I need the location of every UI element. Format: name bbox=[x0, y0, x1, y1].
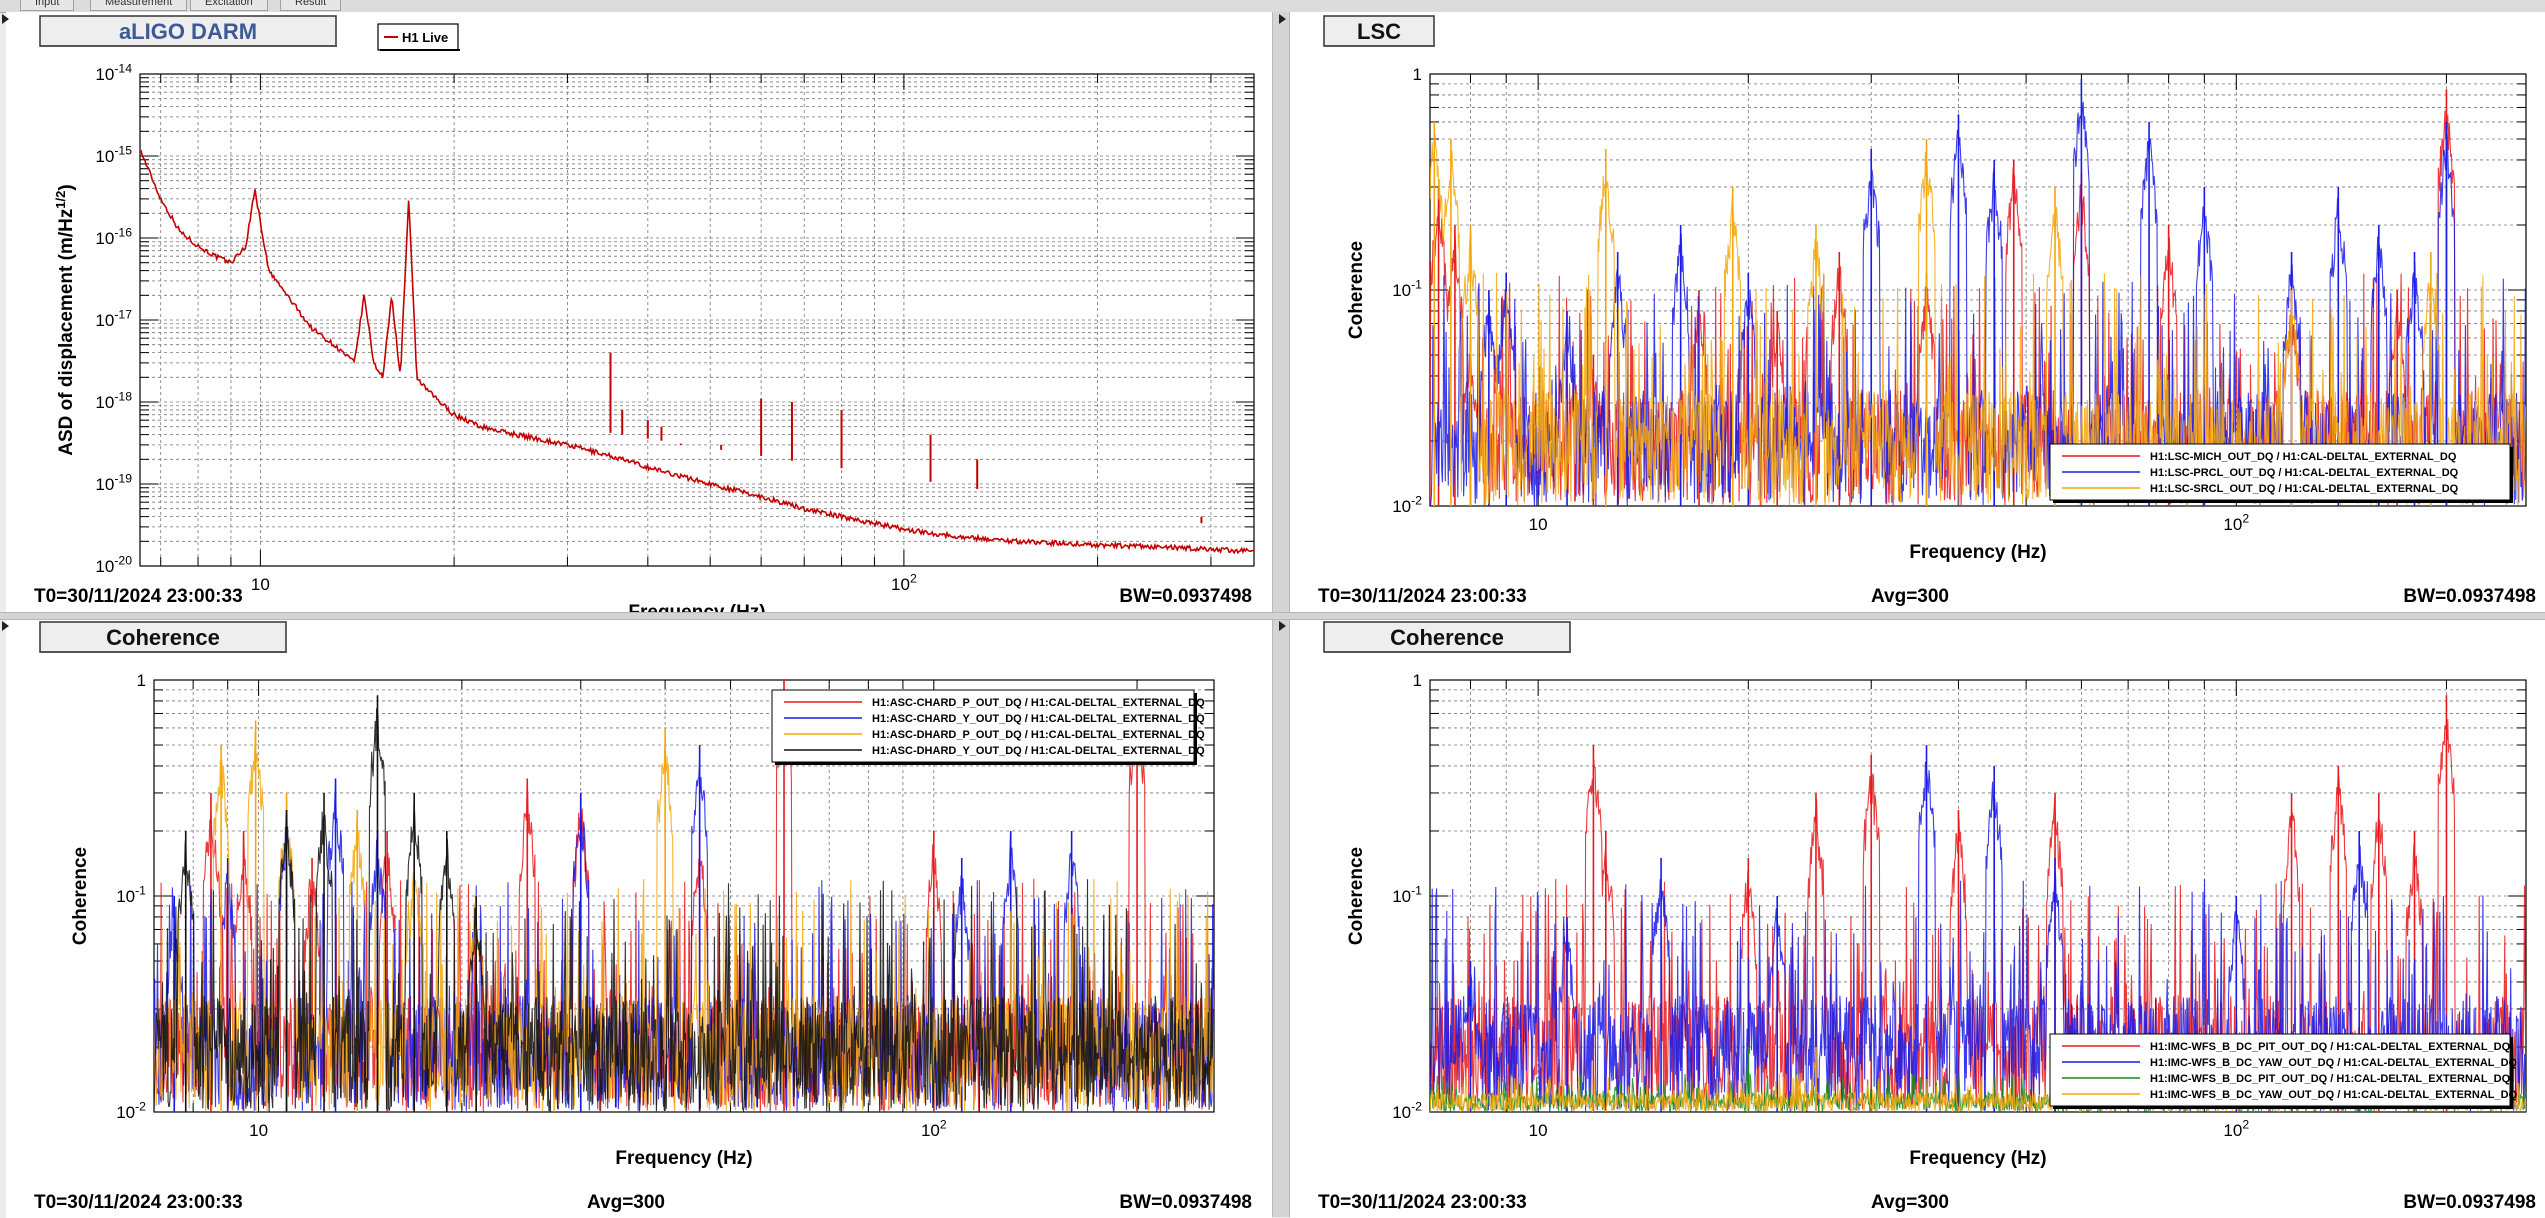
y-tick-label: 10-16 bbox=[95, 225, 132, 248]
y-tick-label: 1 bbox=[137, 671, 146, 690]
x-axis-label: Frequency (Hz) bbox=[615, 1148, 752, 1169]
y-tick-label: 10-14 bbox=[95, 61, 132, 84]
y-tick-label: 1 bbox=[1413, 671, 1422, 690]
panel-asc-coherence: Coherence 10 102 1 10-1 10-2 Frequency (Hz) Coh… bbox=[6, 618, 1272, 1218]
y-axis-label: Coherence bbox=[70, 847, 91, 945]
x-tick-label: 102 bbox=[921, 1117, 947, 1140]
series-line bbox=[140, 149, 1254, 555]
footer-t0: T0=30/11/2024 23:00:33 bbox=[1318, 1192, 1527, 1213]
y-tick-label: 10-17 bbox=[95, 307, 132, 330]
panel-arrow-icon[interactable] bbox=[1279, 14, 1286, 24]
chart-title: LSC bbox=[1357, 19, 1401, 44]
x-tick-label: 102 bbox=[2223, 1117, 2249, 1140]
tab-input[interactable]: Input bbox=[20, 0, 75, 11]
chart-title: Coherence bbox=[1390, 625, 1504, 650]
chart-svg: aLIGO DARM 10 102 10-14 10-15 10-16 10-17 10-18… bbox=[34, 15, 1255, 612]
x-axis-label: Frequency (Hz) bbox=[1909, 1148, 2046, 1169]
legend-item: H1:IMC-WFS_B_DC_YAW_OUT_DQ / H1:CAL-DELT… bbox=[2150, 1057, 2518, 1069]
legend-item: H1:ASC-DHARD_Y_OUT_DQ / H1:CAL-DELTAL_EX… bbox=[872, 745, 1205, 757]
legend: H1:IMC-WFS_B_DC_PIT_OUT_DQ / H1:CAL-DELT… bbox=[2049, 1033, 2518, 1109]
y-tick-label: 10-2 bbox=[1392, 493, 1422, 516]
data-group bbox=[140, 149, 1254, 555]
tab-result[interactable]: Result bbox=[280, 0, 342, 11]
y-axis-label: ASD of displacement (m/Hz1/2) bbox=[53, 184, 77, 455]
panel-lsc: LSC 10 102 1 10-1 10-2 Frequency (Hz) Coherence… bbox=[1290, 12, 2545, 612]
footer-t0: T0=30/11/2024 23:00:33 bbox=[1318, 586, 1527, 607]
panel-imc-coherence: Coherence 10 102 1 10-1 10-2 Frequency (Hz) Coh… bbox=[1290, 618, 2545, 1218]
y-axis-label: Coherence bbox=[1346, 847, 1367, 945]
legend-box bbox=[377, 23, 459, 51]
series-line bbox=[154, 708, 1214, 1112]
y-tick-label: 10-2 bbox=[1392, 1099, 1422, 1122]
title-box bbox=[1323, 621, 1571, 653]
series-line bbox=[1430, 761, 2526, 1112]
footer-avg: Avg=300 bbox=[587, 1192, 665, 1213]
plot-area bbox=[139, 73, 1255, 567]
y-tick-label: 10-18 bbox=[95, 389, 132, 412]
legend-item: H1 Live bbox=[402, 30, 448, 45]
x-axis-label: Frequency (Hz) bbox=[628, 602, 765, 612]
x-tick-label: 102 bbox=[891, 571, 917, 594]
legend-item: H1:IMC-WFS_B_DC_PIT_OUT_DQ / H1:CAL-DELT… bbox=[2150, 1041, 2511, 1053]
chart-title: Coherence bbox=[106, 625, 220, 650]
legend: H1:ASC-CHARD_P_OUT_DQ / H1:CAL-DELTAL_EX… bbox=[771, 689, 1205, 765]
legend-item: H1:ASC-CHARD_P_OUT_DQ / H1:CAL-DELTAL_EX… bbox=[872, 697, 1205, 709]
footer-bw: BW=0.0937498 bbox=[1119, 1192, 1252, 1213]
footer-bw: BW=0.0937498 bbox=[2403, 1192, 2536, 1213]
legend: H1:LSC-MICH_OUT_DQ / H1:CAL-DELTAL_EXTER… bbox=[2049, 443, 2513, 503]
panel-darm: aLIGO DARM 10 102 10-14 10-15 10-16 10-17 10-18… bbox=[6, 12, 1272, 612]
x-axis-label: Frequency (Hz) bbox=[1909, 542, 2046, 563]
legend-item: H1:LSC-SRCL_OUT_DQ / H1:CAL-DELTAL_EXTER… bbox=[2150, 483, 2459, 495]
legend-item: H1:ASC-CHARD_Y_OUT_DQ / H1:CAL-DELTAL_EX… bbox=[872, 713, 1205, 725]
tab-excitation[interactable]: Excitation bbox=[190, 0, 268, 11]
legend: H1 Live bbox=[377, 23, 460, 51]
x-tick-label: 10 bbox=[249, 1121, 268, 1140]
chart-svg: Coherence 10 102 1 10-1 10-2 Frequency (Hz) Coh… bbox=[34, 621, 1252, 1213]
y-tick-label: 10-1 bbox=[116, 883, 146, 906]
footer-t0: T0=30/11/2024 23:00:33 bbox=[34, 1192, 243, 1213]
panel-arrow-icon[interactable] bbox=[1279, 621, 1286, 631]
tab-measurement[interactable]: Measurement bbox=[90, 0, 188, 11]
footer-t0: T0=30/11/2024 23:00:33 bbox=[34, 586, 243, 607]
footer-avg: Avg=300 bbox=[1871, 1192, 1949, 1213]
footer-bw: BW=0.0937498 bbox=[1119, 586, 1252, 607]
x-tick-label: 10 bbox=[251, 575, 270, 594]
y-tick-label: 10-15 bbox=[95, 143, 132, 166]
y-tick-label: 10-20 bbox=[95, 553, 132, 576]
legend-item: H1:IMC-WFS_B_DC_PIT_OUT_DQ / H1:CAL-DELT… bbox=[2150, 1073, 2511, 1085]
title-box bbox=[39, 621, 287, 653]
legend-item: H1:LSC-PRCL_OUT_DQ / H1:CAL-DELTAL_EXTER… bbox=[2150, 467, 2459, 479]
panel-arrow-icon[interactable] bbox=[2, 14, 9, 24]
footer-avg: Avg=300 bbox=[1871, 586, 1949, 607]
y-axis-label: Coherence bbox=[1346, 241, 1367, 339]
legend-item: H1:ASC-DHARD_P_OUT_DQ / H1:CAL-DELTAL_EX… bbox=[872, 729, 1205, 741]
x-tick-label: 102 bbox=[2223, 511, 2249, 534]
panel-arrow-icon[interactable] bbox=[2, 621, 9, 631]
legend-item: H1:LSC-MICH_OUT_DQ / H1:CAL-DELTAL_EXTER… bbox=[2150, 451, 2457, 463]
y-tick-label: 10-1 bbox=[1392, 883, 1422, 906]
chart-title: aLIGO DARM bbox=[119, 19, 257, 44]
legend-item: H1:IMC-WFS_B_DC_YAW_OUT_DQ / H1:CAL-DELT… bbox=[2150, 1089, 2518, 1101]
horizontal-splitter[interactable] bbox=[0, 612, 2545, 620]
data-group bbox=[1430, 78, 2526, 506]
ticks bbox=[140, 73, 1254, 567]
y-tick-label: 1 bbox=[1413, 65, 1422, 84]
y-tick-label: 10-2 bbox=[116, 1099, 146, 1122]
chart-svg: LSC 10 102 1 10-1 10-2 Frequency (Hz) Coherence… bbox=[1318, 15, 2536, 607]
x-tick-label: 10 bbox=[1529, 515, 1548, 534]
y-tick-label: 10-19 bbox=[95, 471, 132, 494]
data-group bbox=[154, 680, 1214, 1112]
footer-bw: BW=0.0937498 bbox=[2403, 586, 2536, 607]
y-tick-label: 10-1 bbox=[1392, 277, 1422, 300]
x-tick-label: 10 bbox=[1529, 1121, 1548, 1140]
chart-svg: Coherence 10 102 1 10-1 10-2 Frequency (Hz) Coh… bbox=[1318, 621, 2536, 1213]
